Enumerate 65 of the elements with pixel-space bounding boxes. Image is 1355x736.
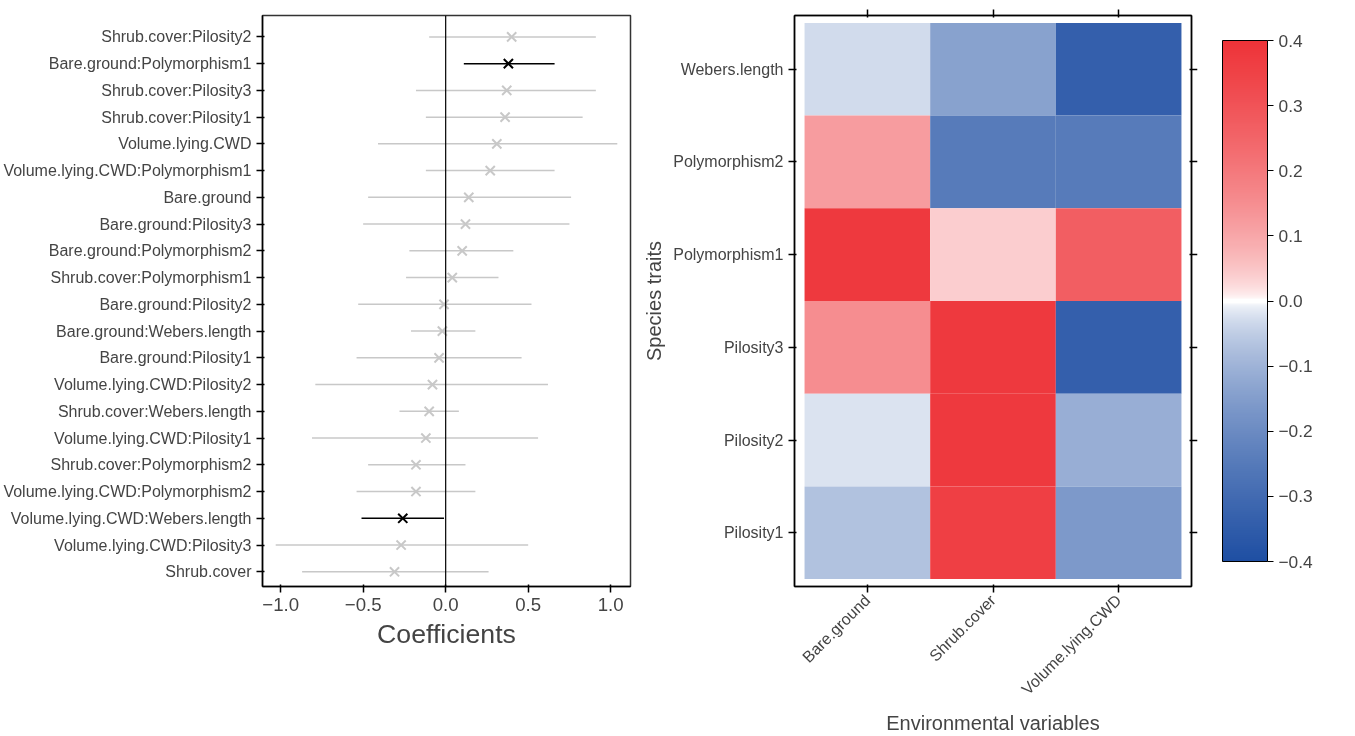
point [491,138,503,150]
y-tick-label: Polymorphism2 [673,153,784,171]
y-tick-label: Pilosity3 [723,338,784,356]
point [420,432,432,444]
y-tick-label: Bare.ground:Polymorphism1 [48,55,252,73]
color-bar-label: −0.1 [1278,356,1313,377]
y-tick-label: Pilosity2 [723,431,784,449]
color-bar-label: −0.2 [1278,421,1313,442]
y-tick-label: Bare.ground:Pilosity2 [99,295,252,313]
x-tick-label: −1.0 [262,593,300,615]
point [388,566,401,578]
y-tick-label: Bare.ground:Pilosity3 [99,215,252,233]
y-tick-label: Bare.ground:Polymorphism2 [48,242,252,260]
y-tick-label: Shrub.cover:Polymorphism1 [50,269,252,287]
y-tick-label: Polymorphism1 [673,246,784,264]
color-bar-label: 0.4 [1278,30,1303,51]
point [501,84,513,96]
y-tick-label: Shrub.cover:Webers.length [57,402,252,420]
y-tick-label: Volume.lying.CWD:Pilosity2 [54,376,252,394]
y-tick-label: Webers.length [680,60,784,78]
point [395,539,407,551]
x-axis-title: Coefficients [377,618,516,649]
y-tick-label: Shrub.cover:Pilosity1 [101,108,252,126]
color-bar-label: 0.2 [1278,160,1303,181]
point [423,405,435,417]
point [463,191,475,203]
point [436,325,448,337]
y-tick-label: Shrub.cover:Pilosity3 [101,81,252,99]
y-tick-label: Shrub.cover:Pilosity2 [101,28,252,46]
y-tick-label: Volume.lying.CWD:Polymorphism2 [3,483,252,501]
point [456,245,468,257]
color-bar-label: 0.3 [1278,95,1303,116]
y-axis-title: Species traits [643,240,666,362]
point [459,218,472,230]
color-bar-label: 0.0 [1278,291,1303,311]
color-bar-label: −0.3 [1278,486,1313,507]
y-tick-label: Bare.ground:Pilosity1 [99,349,252,367]
point [426,378,439,391]
x-tick-label: 1.0 [597,593,624,615]
point [410,485,422,498]
y-tick-label: Volume.lying.CWD:Pilosity3 [54,536,252,554]
point [410,459,422,471]
y-tick-label: Pilosity1 [723,524,784,542]
y-tick-label: Shrub.cover:Polymorphism2 [50,456,252,474]
point [433,352,445,364]
point [446,272,458,284]
point [502,58,514,70]
y-tick-label: Shrub.cover [165,563,253,581]
x-tick-label: 0.0 [432,593,459,615]
point [499,111,511,123]
x-tick-label: −0.5 [344,593,382,615]
y-tick-label: Bare.ground [163,188,252,206]
point [506,31,518,43]
y-tick-label: Bare.ground:Webers.length [56,322,252,340]
y-tick-label: Volume.lying.CWD [118,135,252,153]
color-bar-label: −0.4 [1278,551,1314,572]
x-axis-title: Environmental variables [886,711,1100,734]
y-tick-label: Volume.lying.CWD:Webers.length [10,509,252,527]
point [484,165,496,177]
color-bar-label: 0.1 [1278,225,1303,246]
x-tick-label: 0.5 [515,593,542,615]
y-tick-label: Volume.lying.CWD:Pilosity1 [54,429,252,447]
point [397,512,409,524]
y-tick-label: Volume.lying.CWD:Polymorphism1 [3,162,252,180]
point [438,298,450,310]
